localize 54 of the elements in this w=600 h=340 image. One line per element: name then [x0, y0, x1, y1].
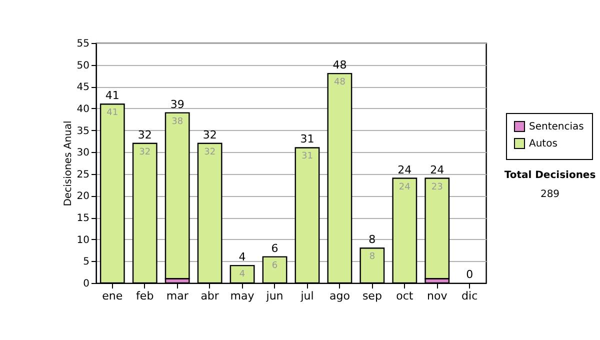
total-label: 48	[332, 58, 347, 72]
y-tick-label: 50	[76, 60, 90, 72]
data-label: 24	[398, 182, 411, 192]
y-tick-label: 25	[76, 169, 90, 180]
data-label: 41	[106, 108, 118, 118]
data-label: 32	[139, 147, 151, 158]
x-tick-label: ene	[102, 290, 123, 302]
total-label: 24	[398, 163, 412, 176]
x-tick-label: abr	[200, 290, 220, 302]
y-tick-label: 5	[83, 256, 90, 268]
x-tick-label: nov	[427, 290, 448, 302]
total-label: 32	[202, 128, 217, 142]
y-tick-label: 30	[76, 148, 90, 159]
total-label: 41	[105, 89, 120, 102]
x-tick-label: feb	[136, 290, 154, 302]
x-tick-label: jun	[265, 290, 284, 302]
total-label: 31	[300, 132, 314, 146]
data-label: 31	[302, 152, 313, 162]
total-label: 4	[238, 250, 246, 264]
data-label: 6	[272, 260, 278, 271]
y-tick-label: 0	[83, 278, 90, 290]
data-label: 4	[239, 270, 246, 280]
x-tick-label: ago	[329, 290, 350, 302]
data-label: 32	[204, 147, 216, 158]
x-tick-label: jul	[300, 290, 314, 302]
y-axis-title: Decisiones Anual	[62, 120, 74, 206]
x-tick-label: mar	[166, 290, 189, 302]
legend-label: Sentencias	[529, 122, 584, 132]
total-label: 32	[138, 128, 152, 142]
total-label: 24	[430, 163, 444, 176]
y-tick-label: 45	[76, 82, 90, 94]
x-tick-label: dic	[462, 290, 478, 302]
y-tick-label: 20	[76, 191, 90, 202]
total-label: 6	[271, 242, 278, 255]
total-label: 8	[368, 233, 376, 246]
text: Total Decisiones	[503, 170, 597, 181]
total-label: 0	[466, 268, 474, 281]
x-tick-label: sep	[362, 290, 382, 302]
y-tick-label: 40	[76, 104, 90, 115]
text: 289	[539, 189, 561, 200]
data-label: 38	[172, 116, 184, 127]
data-label: 8	[369, 252, 376, 262]
bar	[164, 112, 190, 280]
y-tick-label: 35	[76, 126, 90, 137]
total-label: 39	[170, 98, 184, 111]
y-tick-label: 55	[76, 38, 90, 50]
legend-label: Autos	[529, 138, 558, 150]
y-tick-label: 15	[76, 213, 90, 224]
x-tick-label: oct	[396, 290, 414, 302]
data-label: 23	[431, 182, 443, 192]
bar	[424, 178, 450, 280]
data-label: 48	[334, 78, 346, 88]
x-tick-label: may	[230, 290, 255, 302]
y-tick-label: 10	[76, 234, 90, 246]
